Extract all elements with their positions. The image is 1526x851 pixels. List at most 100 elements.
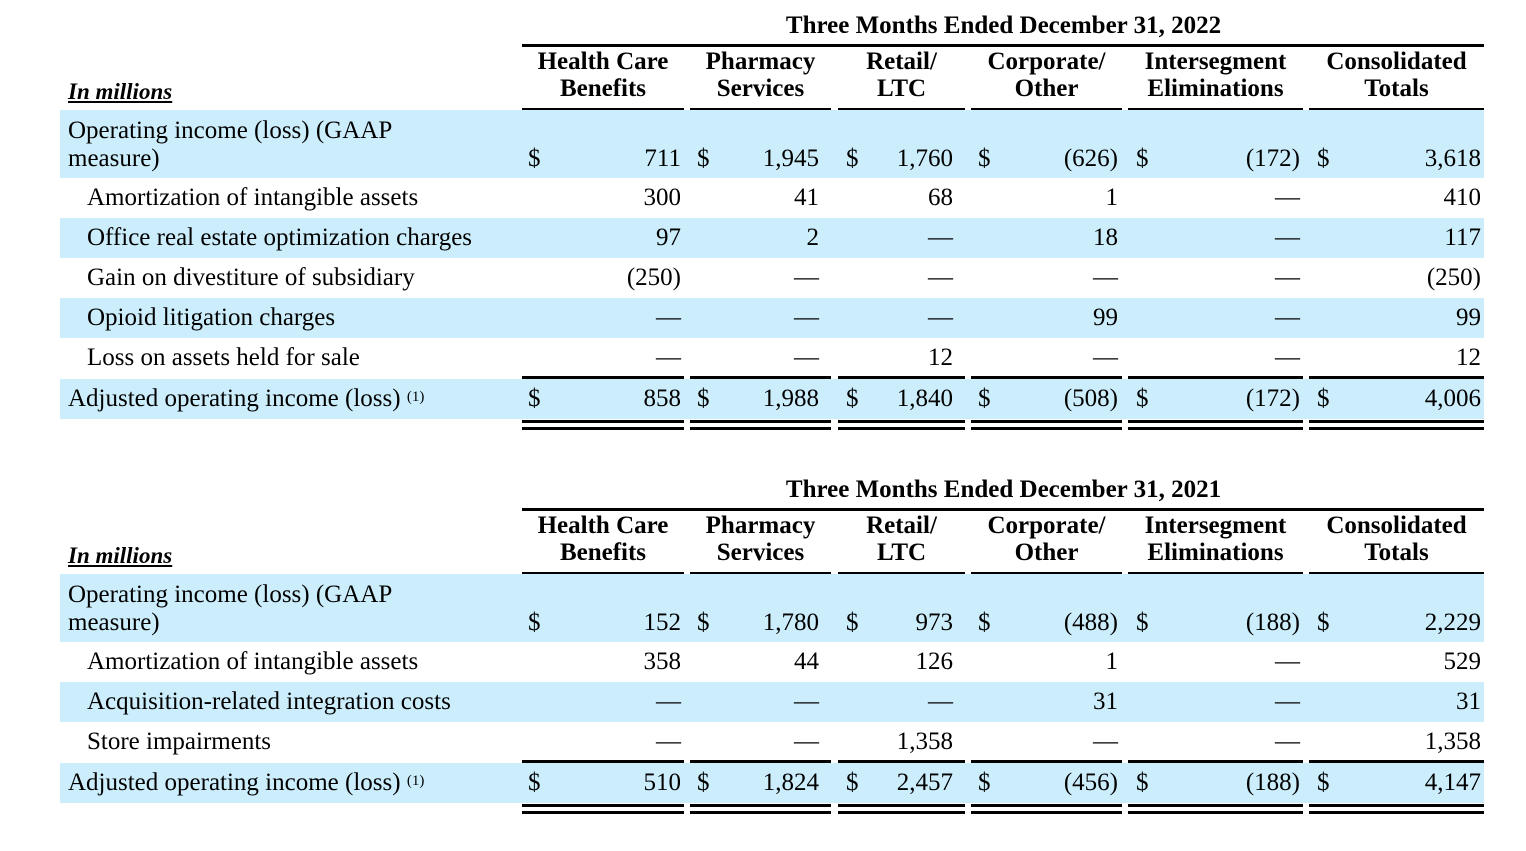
subtotal-rule (522, 376, 684, 379)
column-header: Consolidated Totals (1309, 512, 1484, 575)
column-header-line1: Corporate/ (987, 48, 1106, 75)
subtotal-rule (690, 376, 831, 379)
value-cell: — (928, 688, 953, 715)
value-cell: (250) (626, 264, 681, 291)
subtotal-rule (971, 760, 1122, 763)
column-header-line2: Totals (1364, 75, 1429, 102)
value-cell: 117 (1444, 224, 1481, 251)
value-cell: 44 (794, 648, 819, 675)
row-label: Loss on assets held for sale (87, 344, 360, 371)
units-label: In millions (68, 543, 173, 568)
currency-symbol: $ (1317, 385, 1330, 412)
value-cell: — (1093, 344, 1118, 371)
value-cell: — (1275, 688, 1300, 715)
value-cell: 2,229 (1424, 609, 1481, 636)
subtotal-rule (971, 376, 1122, 379)
currency-symbol: $ (1136, 609, 1149, 636)
value-cell: — (1275, 264, 1300, 291)
value-cell: — (1275, 184, 1300, 211)
column-header: Pharmacy Services (690, 48, 831, 111)
subtotal-rule (690, 760, 831, 763)
column-header-line2: Benefits (559, 75, 647, 102)
total-value-cell: (508) (1063, 385, 1118, 412)
table-row: Office real estate optimization charges 9… (60, 218, 1484, 258)
value-cell: 126 (915, 648, 954, 675)
column-header: Corporate/Other (971, 512, 1122, 575)
total-value-cell: 858 (643, 385, 682, 412)
currency-symbol: $ (978, 609, 991, 636)
currency-symbol: $ (528, 385, 541, 412)
currency-symbol: $ (978, 769, 991, 796)
total-double-rule (1309, 804, 1484, 814)
column-header: Health Care Benefits (522, 512, 684, 575)
total-value-cell: 2,457 (896, 769, 953, 796)
value-cell: 3,618 (1424, 145, 1481, 172)
total-value-cell: 510 (643, 769, 682, 796)
period-rule (522, 44, 1484, 47)
value-cell: (626) (1063, 145, 1118, 172)
value-cell: 31 (1456, 688, 1481, 715)
total-double-rule (690, 804, 831, 814)
column-header: Corporate/Other (971, 48, 1122, 111)
footnote-marker: (1) (406, 389, 425, 405)
value-cell: 711 (644, 145, 681, 172)
total-value-cell: (456) (1063, 769, 1118, 796)
value-cell: — (794, 688, 819, 715)
value-cell: 1,358 (896, 728, 953, 755)
value-cell: — (656, 728, 681, 755)
column-header-line2: Other (1014, 539, 1079, 566)
total-double-rule (1128, 804, 1303, 814)
subtotal-rule (1128, 376, 1303, 379)
subtotal-rule (838, 760, 965, 763)
currency-symbol: $ (1136, 769, 1149, 796)
value-cell: — (656, 304, 681, 331)
value-cell: 12 (928, 344, 953, 371)
subtotal-rule (1309, 376, 1484, 379)
value-cell: (488) (1063, 609, 1118, 636)
value-cell: (172) (1245, 145, 1300, 172)
row-label: Amortization of intangible assets (87, 648, 419, 675)
currency-symbol: $ (528, 145, 541, 172)
column-header-line1: Consolidated (1326, 512, 1467, 539)
value-cell: — (656, 688, 681, 715)
currency-symbol: $ (697, 769, 710, 796)
column-header-line2: Totals (1364, 539, 1429, 566)
value-cell: 68 (928, 184, 953, 211)
currency-symbol: $ (697, 609, 710, 636)
value-cell: — (928, 224, 953, 251)
value-cell: (188) (1245, 609, 1300, 636)
subtotal-rule (1128, 760, 1303, 763)
column-header-line2: Benefits (559, 539, 647, 566)
currency-symbol: $ (528, 769, 541, 796)
column-header-line2: Eliminations (1147, 539, 1284, 566)
value-cell: — (656, 344, 681, 371)
currency-symbol: $ (846, 385, 859, 412)
column-header-line1: Health Care (537, 512, 669, 539)
total-label: Adjusted operating income (loss) (1) (68, 385, 424, 413)
currency-symbol: $ (528, 609, 541, 636)
column-header-line2: LTC (876, 539, 927, 566)
currency-symbol: $ (846, 609, 859, 636)
value-cell: 1,358 (1424, 728, 1481, 755)
row-label: Store impairments (87, 728, 271, 755)
column-header-line1: Retail/ (866, 512, 937, 539)
row-label: Operating income (loss) (GAAP (68, 117, 393, 144)
table-row: Opioid litigation charges — — — 99 — 99 (60, 298, 1484, 338)
total-double-rule (522, 804, 684, 814)
currency-symbol: $ (697, 385, 710, 412)
total-double-rule (1309, 420, 1484, 430)
column-header-line2: Services (716, 75, 805, 102)
value-cell: 1,760 (896, 145, 953, 172)
column-header-line1: Intersegment (1144, 512, 1287, 539)
total-value-cell: (172) (1245, 385, 1300, 412)
column-header: Intersegment Eliminations (1128, 48, 1303, 111)
value-cell: 300 (643, 184, 682, 211)
column-header-line1: Pharmacy (705, 512, 816, 539)
value-cell: — (794, 264, 819, 291)
column-header-line2: Services (716, 539, 805, 566)
currency-symbol: $ (1317, 145, 1330, 172)
table-row: Amortization of intangible assets 300 41 68… (60, 178, 1484, 218)
currency-symbol: $ (846, 769, 859, 796)
value-cell: 1,945 (762, 145, 819, 172)
value-cell: 2 (806, 224, 820, 251)
